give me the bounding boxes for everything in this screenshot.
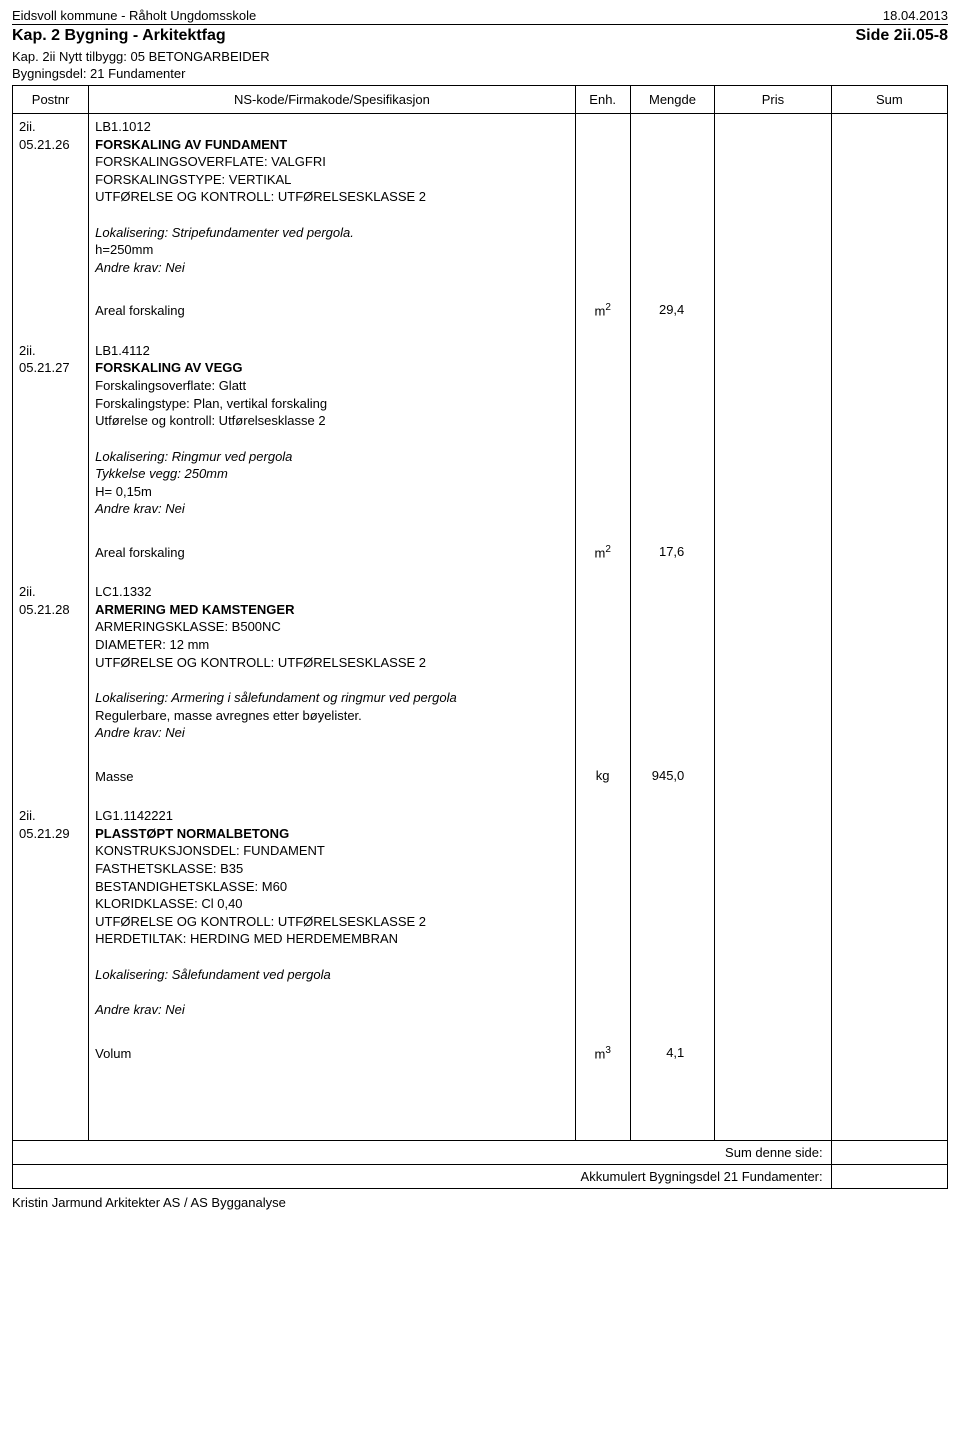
spec-table: Postnr NS-kode/Firmakode/Spesifikasjon E… (12, 85, 948, 1189)
th-pris: Pris (715, 86, 831, 114)
empty-cell (715, 1041, 831, 1081)
subchapter: Kap. 2ii Nytt tilbygg: 05 BETONGARBEIDER (12, 45, 948, 64)
empty-cell (575, 114, 630, 299)
quantity-cell: 4,1 (630, 1041, 715, 1081)
th-sum: Sum (831, 86, 947, 114)
filler-row (13, 1080, 948, 1140)
empty-cell (831, 1041, 947, 1081)
empty-cell (831, 764, 947, 804)
empty-cell (575, 338, 630, 540)
unit-cell: m2 (575, 540, 630, 580)
accumulated-value (831, 1164, 947, 1188)
empty-cell (630, 803, 715, 1040)
chapter-line: Kap. 2 Bygning - Arkitektfag Side 2ii.05… (12, 25, 948, 45)
table-row: 2ii.05.21.27LB1.4112FORSKALING AV VEGGFo… (13, 338, 948, 540)
table-body: 2ii.05.21.26LB1.1012FORSKALING AV FUNDAM… (13, 114, 948, 1189)
measure-label: Areal forskaling (89, 540, 576, 580)
empty-cell (715, 764, 831, 804)
empty-cell (630, 338, 715, 540)
quantity-cell: 17,6 (630, 540, 715, 580)
postnr-cell: 2ii.05.21.28 (13, 579, 89, 803)
measure-row: Areal forskalingm229,4 (13, 298, 948, 338)
empty-cell (575, 1080, 630, 1140)
th-spec: NS-kode/Firmakode/Spesifikasjon (89, 86, 576, 114)
empty-cell (715, 1080, 831, 1140)
sum-row: Sum denne side: (13, 1140, 948, 1164)
header-left: Eidsvoll kommune - Råholt Ungdomsskole (12, 8, 256, 23)
quantity-cell: 29,4 (630, 298, 715, 338)
th-postnr: Postnr (13, 86, 89, 114)
page-number: Side 2ii.05-8 (856, 27, 949, 45)
empty-cell (715, 114, 831, 299)
spec-cell: LB1.4112FORSKALING AV VEGGForskalingsove… (89, 338, 576, 540)
empty-cell (715, 540, 831, 580)
table-row: 2ii.05.21.26LB1.1012FORSKALING AV FUNDAM… (13, 114, 948, 299)
sum-value (831, 1140, 947, 1164)
measure-row: Areal forskalingm217,6 (13, 540, 948, 580)
measure-row: Volumm34,1 (13, 1041, 948, 1081)
table-header-row: Postnr NS-kode/Firmakode/Spesifikasjon E… (13, 86, 948, 114)
empty-cell (715, 579, 831, 763)
building-part: Bygningsdel: 21 Fundamenter (12, 64, 948, 85)
empty-cell (831, 540, 947, 580)
spec-cell: LG1.1142221PLASSTØPT NORMALBETONGKONSTRU… (89, 803, 576, 1040)
empty-cell (715, 803, 831, 1040)
postnr-cell: 2ii.05.21.29 (13, 803, 89, 1080)
empty-cell (715, 298, 831, 338)
quantity-cell: 945,0 (630, 764, 715, 804)
empty-cell (831, 114, 947, 299)
unit-cell: kg (575, 764, 630, 804)
doc-header: Eidsvoll kommune - Råholt Ungdomsskole 1… (12, 8, 948, 25)
empty-cell (630, 114, 715, 299)
empty-cell (89, 1080, 576, 1140)
doc-footer: Kristin Jarmund Arkitekter AS / AS Bygga… (12, 1189, 948, 1210)
empty-cell (575, 803, 630, 1040)
empty-cell (831, 579, 947, 763)
measure-label: Volum (89, 1041, 576, 1081)
measure-label: Areal forskaling (89, 298, 576, 338)
empty-cell (831, 298, 947, 338)
accumulated-row: Akkumulert Bygningsdel 21 Fundamenter: (13, 1164, 948, 1188)
header-date: 18.04.2013 (883, 8, 948, 23)
empty-cell (831, 338, 947, 540)
postnr-cell: 2ii.05.21.27 (13, 338, 89, 579)
empty-cell (13, 1080, 89, 1140)
empty-cell (630, 579, 715, 763)
table-row: 2ii.05.21.28LC1.1332ARMERING MED KAMSTEN… (13, 579, 948, 763)
th-mengde: Mengde (630, 86, 715, 114)
empty-cell (831, 803, 947, 1040)
table-row: 2ii.05.21.29LG1.1142221PLASSTØPT NORMALB… (13, 803, 948, 1040)
unit-cell: m3 (575, 1041, 630, 1081)
spec-cell: LC1.1332ARMERING MED KAMSTENGERARMERINGS… (89, 579, 576, 763)
unit-cell: m2 (575, 298, 630, 338)
spec-cell: LB1.1012FORSKALING AV FUNDAMENTFORSKALIN… (89, 114, 576, 299)
empty-cell (831, 1080, 947, 1140)
postnr-cell: 2ii.05.21.26 (13, 114, 89, 338)
measure-row: Massekg945,0 (13, 764, 948, 804)
empty-cell (630, 1080, 715, 1140)
chapter-title: Kap. 2 Bygning - Arkitektfag (12, 27, 226, 45)
accumulated-label: Akkumulert Bygningsdel 21 Fundamenter: (13, 1164, 832, 1188)
sum-label: Sum denne side: (13, 1140, 832, 1164)
measure-label: Masse (89, 764, 576, 804)
empty-cell (715, 338, 831, 540)
empty-cell (575, 579, 630, 763)
th-enh: Enh. (575, 86, 630, 114)
